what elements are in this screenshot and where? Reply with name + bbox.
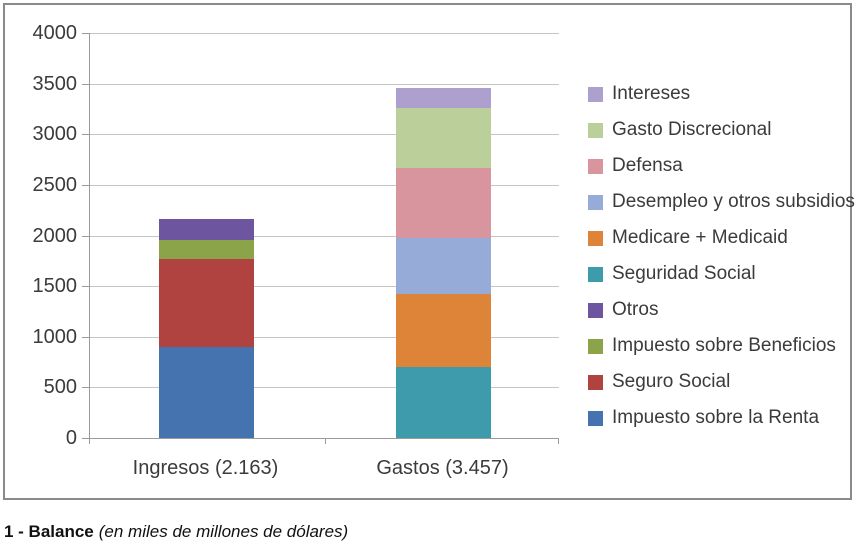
legend-label: Gasto Discrecional bbox=[612, 119, 772, 140]
y-tick-label: 500 bbox=[43, 376, 77, 399]
y-tick-label: 1000 bbox=[32, 325, 78, 348]
y-tick-label: 1500 bbox=[32, 275, 78, 298]
legend-swatch bbox=[588, 374, 603, 390]
gridline bbox=[90, 336, 559, 338]
legend-swatch bbox=[588, 410, 603, 426]
legend-swatch bbox=[588, 302, 603, 318]
y-axis: 0 500 1000 1500 2000 2500 3000 3500 4000 bbox=[5, 22, 81, 449]
gridline bbox=[90, 286, 559, 288]
y-tick-mark bbox=[82, 134, 90, 136]
bar-segment-impuesto-sobre-la-renta bbox=[159, 346, 254, 438]
bar-segment-desempleo-y-otros-subsidios bbox=[396, 237, 491, 294]
y-tick-label: 4000 bbox=[32, 22, 78, 44]
legend-item: Desempleo y otros subsidios bbox=[588, 184, 855, 220]
legend-swatch bbox=[588, 86, 603, 102]
legend-label: Impuesto sobre Beneficios bbox=[612, 335, 836, 356]
legend-item: Seguro Social bbox=[588, 364, 855, 400]
gridline bbox=[90, 387, 559, 389]
y-tick-mark bbox=[82, 33, 90, 34]
x-tick-mark bbox=[89, 438, 90, 444]
legend-label: Seguridad Social bbox=[612, 263, 756, 284]
legend-label: Otros bbox=[612, 299, 659, 320]
bar-segment-gasto-discrecional bbox=[396, 107, 491, 168]
y-tick-mark bbox=[82, 184, 90, 186]
gridline bbox=[90, 83, 559, 85]
chart-frame: 0 500 1000 1500 2000 2500 3000 3500 4000 Ingreso… bbox=[3, 3, 855, 500]
legend-label: Defensa bbox=[612, 155, 683, 176]
legend-item: Seguridad Social bbox=[588, 256, 855, 292]
legend-swatch bbox=[588, 194, 603, 210]
legend-label: Seguro Social bbox=[612, 371, 731, 392]
bar-segment-otros bbox=[159, 219, 254, 241]
legend-item: Defensa bbox=[588, 148, 855, 184]
legend-swatch bbox=[588, 122, 603, 138]
y-tick-mark bbox=[82, 235, 90, 237]
x-axis-label-ingresos: Ingresos (2.163) bbox=[132, 457, 279, 479]
caption-subtitle: (en miles de millones de dólares) bbox=[98, 522, 349, 541]
x-axis-label-gastos: Gastos (3.457) bbox=[376, 457, 509, 479]
stacked-bar-ingresos bbox=[159, 219, 254, 438]
legend-swatch bbox=[588, 338, 603, 354]
legend-item: Gasto Discrecional bbox=[588, 112, 855, 148]
y-tick-mark bbox=[82, 286, 90, 288]
y-tick-label: 3500 bbox=[32, 72, 78, 95]
legend-swatch bbox=[588, 230, 603, 246]
legend-item: Impuesto sobre Beneficios bbox=[588, 328, 855, 364]
gridline bbox=[90, 33, 559, 34]
x-tick-mark bbox=[324, 438, 326, 444]
caption-title: 1 - Balance bbox=[4, 522, 94, 541]
bar-segment-intereses bbox=[396, 88, 491, 108]
legend-item: Medicare + Medicaid bbox=[588, 220, 855, 256]
legend-label: Intereses bbox=[612, 83, 691, 104]
caption: 1 - Balance (en miles de millones de dóla… bbox=[4, 522, 348, 542]
y-tick-label: 2500 bbox=[32, 173, 78, 196]
x-tick-mark bbox=[558, 438, 559, 444]
y-tick-mark bbox=[82, 336, 90, 338]
legend-item: Otros bbox=[588, 292, 855, 328]
bar-segment-defensa bbox=[396, 167, 491, 238]
legend-item: Impuesto sobre la Renta bbox=[588, 400, 855, 436]
gridline bbox=[90, 235, 559, 237]
y-tick-label: 0 bbox=[65, 427, 77, 449]
y-tick-mark bbox=[82, 387, 90, 389]
y-tick-label: 2000 bbox=[32, 224, 78, 247]
legend-swatch bbox=[588, 266, 603, 282]
y-tick-label: 3000 bbox=[32, 123, 78, 146]
legend-label: Desempleo y otros subsidios bbox=[612, 191, 855, 212]
gridline bbox=[90, 184, 559, 186]
y-tick-mark bbox=[82, 83, 90, 85]
y-tick-mark bbox=[82, 438, 90, 439]
gridline bbox=[90, 134, 559, 136]
bar-segment-medicare-medicaid bbox=[396, 293, 491, 368]
legend-label: Medicare + Medicaid bbox=[612, 227, 788, 248]
legend: Intereses Gasto Discrecional Defensa Desemp… bbox=[588, 76, 855, 436]
plot-area bbox=[82, 33, 559, 444]
legend-item: Intereses bbox=[588, 76, 855, 112]
bar-segment-seguro-social bbox=[159, 259, 254, 347]
legend-swatch bbox=[588, 158, 603, 174]
legend-label: Impuesto sobre la Renta bbox=[612, 407, 820, 428]
stacked-bar-gastos bbox=[396, 88, 491, 438]
x-axis-labels: Ingresos (2.163) Gastos (3.457) bbox=[5, 457, 855, 487]
bar-segment-seguridad-social bbox=[396, 367, 491, 438]
bar-segment-impuesto-sobre-beneficios bbox=[159, 240, 254, 260]
